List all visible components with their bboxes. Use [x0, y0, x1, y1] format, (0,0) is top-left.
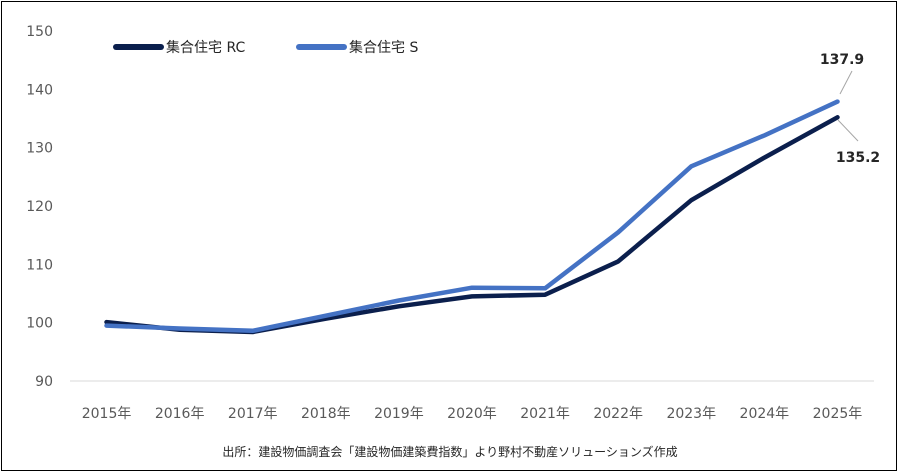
- y-tick-label: 130: [26, 141, 53, 157]
- data-labels: 137.9 135.2: [820, 52, 880, 166]
- y-tick-label: 100: [26, 316, 53, 332]
- y-tick-label: 110: [26, 257, 53, 273]
- x-tick-label: 2021年: [520, 406, 570, 422]
- x-tick-label: 2024年: [740, 406, 790, 422]
- data-label-leader: [839, 70, 853, 95]
- legend: 集合住宅 RC 集合住宅 S: [113, 39, 418, 56]
- x-tick-label: 2020年: [447, 406, 497, 422]
- x-tick-label: 2016年: [155, 406, 205, 422]
- x-tick-label: 2017年: [228, 406, 278, 422]
- data-label: 135.2: [836, 150, 880, 166]
- data-label-leader: [837, 119, 859, 142]
- x-axis-ticks: 2015年 2016年 2017年 2018年 2019年 2020年 2021年 2022年…: [82, 406, 863, 422]
- y-tick-label: 90: [35, 374, 53, 390]
- source-note: 出所：建設物価調査会「建設物価建築費指数」より野村不動産ソリューションズ作成: [222, 444, 677, 459]
- legend-label: 集合住宅 S: [349, 39, 418, 56]
- y-tick-label: 140: [26, 82, 53, 98]
- data-label: 137.9: [820, 52, 864, 68]
- y-tick-label: 120: [26, 199, 53, 215]
- x-tick-label: 2018年: [301, 406, 351, 422]
- y-tick-label: 150: [26, 24, 53, 40]
- x-tick-label: 2025年: [813, 406, 863, 422]
- legend-label: 集合住宅 RC: [166, 39, 245, 56]
- x-tick-label: 2015年: [82, 406, 132, 422]
- y-axis-ticks: 90 100 110 120 130 140 150: [26, 24, 53, 390]
- x-tick-label: 2023年: [666, 406, 716, 422]
- x-tick-label: 2022年: [593, 406, 643, 422]
- series-line-s: [104, 99, 840, 334]
- series-lines: [104, 99, 840, 335]
- x-tick-label: 2019年: [374, 406, 424, 422]
